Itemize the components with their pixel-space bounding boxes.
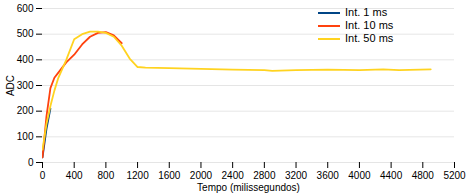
svg-text:2400: 2400 xyxy=(222,170,245,181)
svg-text:4400: 4400 xyxy=(380,170,403,181)
svg-text:1600: 1600 xyxy=(158,170,181,181)
svg-text:300: 300 xyxy=(17,80,34,91)
svg-text:400: 400 xyxy=(17,54,34,65)
svg-text:4000: 4000 xyxy=(348,170,371,181)
svg-text:3200: 3200 xyxy=(285,170,308,181)
svg-text:500: 500 xyxy=(17,28,34,39)
svg-text:4800: 4800 xyxy=(412,170,435,181)
svg-text:100: 100 xyxy=(17,131,34,142)
svg-text:Tempo (milissegundos): Tempo (milissegundos) xyxy=(197,182,300,193)
svg-text:800: 800 xyxy=(98,170,115,181)
svg-text:200: 200 xyxy=(17,105,34,116)
html-text:Int. 10 ms: Int. 10 ms xyxy=(345,19,394,31)
svg-text:2800: 2800 xyxy=(253,170,276,181)
svg-text:0: 0 xyxy=(40,170,46,181)
svg-text:600: 600 xyxy=(17,3,34,14)
svg-text:400: 400 xyxy=(66,170,83,181)
svg-text:2000: 2000 xyxy=(190,170,213,181)
svg-text:0: 0 xyxy=(28,157,34,168)
svg-text:5200: 5200 xyxy=(443,170,466,181)
html-text:Int. 50 ms: Int. 50 ms xyxy=(345,32,394,44)
svg-text:ADC: ADC xyxy=(5,75,16,96)
html-text:Int. 1 ms: Int. 1 ms xyxy=(345,6,388,18)
svg-text:1200: 1200 xyxy=(126,170,149,181)
svg-text:3600: 3600 xyxy=(317,170,340,181)
